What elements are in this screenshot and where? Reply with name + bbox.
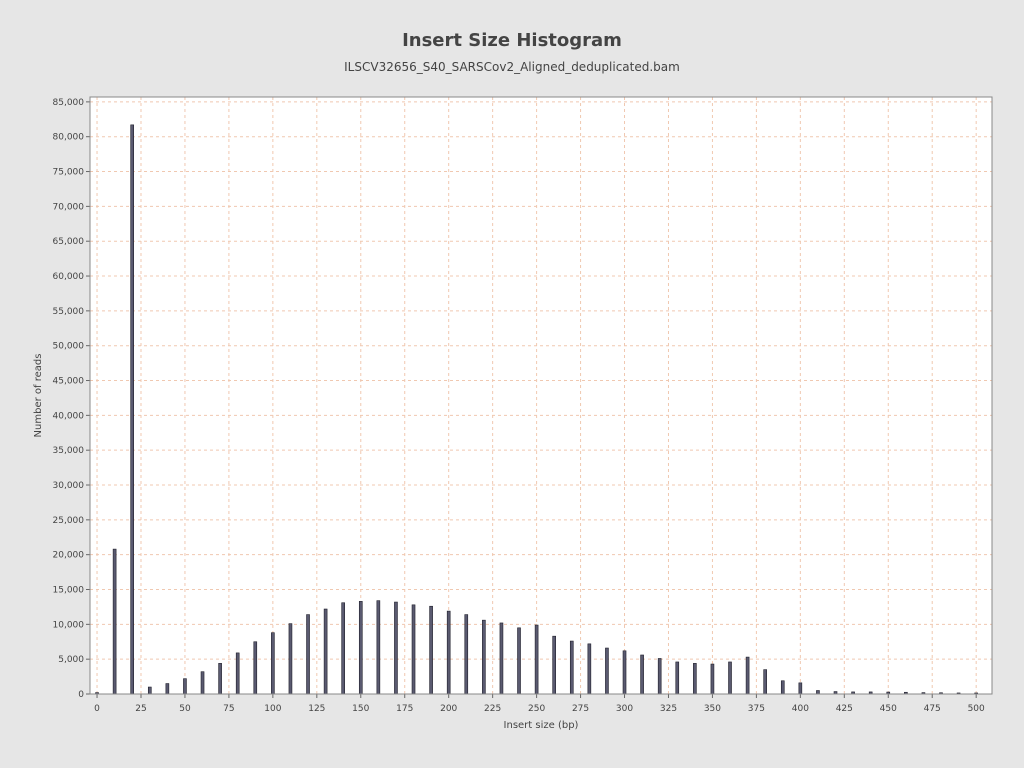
x-tick-label: 0 <box>94 704 100 714</box>
histogram-bar <box>605 647 609 695</box>
histogram-bar <box>394 601 398 695</box>
x-tick-label: 200 <box>440 704 457 714</box>
y-tick-label: 15,000 <box>53 586 85 596</box>
y-tick-label: 0 <box>78 690 84 700</box>
histogram-bar <box>147 686 152 695</box>
histogram-bar <box>675 661 680 695</box>
x-tick-label: 25 <box>135 704 146 714</box>
histogram-bar <box>798 682 803 695</box>
y-tick-label: 60,000 <box>53 272 85 282</box>
plot-area <box>90 97 992 694</box>
x-tick-label: 150 <box>352 704 369 714</box>
histogram-bar <box>112 548 117 695</box>
histogram-bar <box>569 640 574 695</box>
y-tick-label: 85,000 <box>53 98 85 108</box>
x-tick-label: 400 <box>792 704 809 714</box>
histogram-bar <box>183 678 187 695</box>
histogram-bar <box>464 614 469 695</box>
y-axis-ticks: 0 5,000 10,000 15,000 20,000 25,000 30,000 35,0… <box>53 98 90 700</box>
histogram-bar <box>411 604 416 695</box>
histogram-bar <box>271 632 275 695</box>
histogram-bar <box>816 690 820 695</box>
y-tick-label: 30,000 <box>53 481 85 491</box>
histogram-bar <box>323 608 328 695</box>
y-tick-label: 65,000 <box>53 237 85 247</box>
histogram-bar <box>341 602 345 695</box>
y-tick-label: 45,000 <box>53 377 85 387</box>
x-tick-label: 275 <box>572 704 589 714</box>
y-tick-label: 80,000 <box>53 133 85 143</box>
histogram-bar <box>253 641 258 695</box>
x-tick-label: 50 <box>179 704 191 714</box>
y-tick-label: 55,000 <box>53 307 85 317</box>
histogram-bar <box>517 627 521 695</box>
histogram-bar <box>165 683 170 695</box>
y-tick-label: 20,000 <box>53 551 85 561</box>
y-tick-label: 40,000 <box>53 411 85 421</box>
y-tick-label: 75,000 <box>53 168 85 178</box>
histogram-bar <box>358 601 363 695</box>
plot-border <box>89 96 993 695</box>
histogram-bar <box>288 623 293 695</box>
x-tick-label: 125 <box>308 704 325 714</box>
x-tick-label: 475 <box>924 704 941 714</box>
histogram-bar <box>763 669 767 695</box>
histogram-bar <box>446 610 451 695</box>
histogram-bar <box>710 663 715 695</box>
chart-subtitle: ILSCV32656_S40_SARSCov2_Aligned_deduplic… <box>344 60 680 74</box>
histogram-bar <box>552 635 556 695</box>
y-tick-label: 5,000 <box>58 655 84 665</box>
histogram-bar <box>745 656 750 695</box>
x-tick-label: 75 <box>223 704 234 714</box>
x-tick-label: 500 <box>968 704 985 714</box>
x-tick-label: 300 <box>616 704 633 714</box>
y-tick-label: 25,000 <box>53 516 85 526</box>
histogram-bar <box>780 680 785 695</box>
histogram-bar <box>728 661 732 695</box>
x-axis-label: Insert size (bp) <box>504 720 579 731</box>
histogram-bar <box>376 600 381 695</box>
y-tick-label: 10,000 <box>53 620 85 630</box>
x-tick-label: 350 <box>704 704 721 714</box>
y-tick-label: 70,000 <box>53 202 85 212</box>
histogram-bar <box>534 624 539 695</box>
histogram-bar <box>306 614 310 695</box>
x-axis-ticks: 0 25 50 75 100 125 150 175 200 225 250 275 300 325 350… <box>94 694 985 714</box>
histogram-bar <box>693 663 697 695</box>
histogram-bar <box>235 652 240 695</box>
histogram-bar <box>499 622 504 695</box>
histogram-bar <box>482 619 486 695</box>
y-axis-label: Number of reads <box>33 354 44 438</box>
x-tick-label: 450 <box>880 704 897 714</box>
histogram-bar <box>622 650 627 695</box>
histogram-bar <box>130 124 134 695</box>
x-tick-label: 175 <box>396 704 413 714</box>
chart-title: Insert Size Histogram <box>402 30 622 51</box>
x-tick-label: 225 <box>484 704 501 714</box>
x-tick-label: 250 <box>528 704 545 714</box>
histogram-bar <box>200 671 205 695</box>
x-tick-label: 425 <box>836 704 853 714</box>
y-tick-label: 50,000 <box>53 342 85 352</box>
histogram-bar <box>429 605 433 695</box>
histogram-bar <box>218 663 222 695</box>
y-tick-label: 35,000 <box>53 446 85 456</box>
histogram-bar <box>657 658 662 695</box>
grid <box>90 97 992 695</box>
x-tick-label: 325 <box>660 704 677 714</box>
x-tick-label: 375 <box>748 704 765 714</box>
histogram-bar <box>587 643 592 695</box>
x-tick-label: 100 <box>264 704 281 714</box>
histogram-bar <box>640 654 644 695</box>
